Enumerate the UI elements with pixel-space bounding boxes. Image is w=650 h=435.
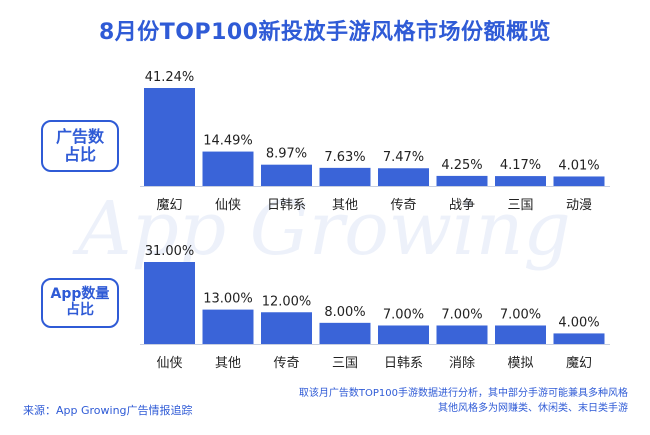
ads-value-label: 4.01% <box>558 158 599 173</box>
app-category-label: 日韩系 <box>384 356 423 371</box>
ads-category-label: 日韩系 <box>267 198 306 213</box>
app-category-label: 魔幻 <box>566 356 592 371</box>
ads-share-label-line-1: 广告数 <box>55 127 104 146</box>
app-value-label: 12.00% <box>262 294 312 309</box>
ads-share-label: 广告数 占比 <box>41 120 119 172</box>
ads-category-label: 三国 <box>507 198 533 213</box>
app-bar <box>319 322 371 344</box>
watermark-text: App Growing <box>78 186 571 272</box>
ads-bar <box>202 151 254 186</box>
app-bar <box>495 325 546 344</box>
app-share-label-line-2: 占比 <box>66 302 94 319</box>
ads-category-label: 仙侠 <box>215 198 241 213</box>
app-value-label: 7.00% <box>383 307 424 322</box>
ads-category-label: 战争 <box>449 198 475 213</box>
ads-share-label-line-2: 占比 <box>63 145 96 165</box>
ads-value-label: 8.97% <box>266 147 307 162</box>
ads-bar <box>261 164 312 186</box>
ads-value-label: 7.47% <box>383 150 424 165</box>
ads-bar <box>319 167 371 186</box>
analysis-note-line-2: 其他风格多为网赚类、休闲类、末日类手游 <box>438 402 628 414</box>
ads-bar <box>378 168 429 186</box>
app-bar <box>436 325 488 344</box>
app-value-label: 31.00% <box>145 244 195 259</box>
ads-value-label: 4.17% <box>500 158 541 173</box>
app-value-label: 8.00% <box>324 305 365 320</box>
ads-bar-chart: 41.24% 魔幻 14.49% 仙侠 8.97% 日韩系 7.63% 其他 7.47% 传奇 4.… <box>140 70 610 213</box>
app-bar <box>202 309 254 344</box>
app-category-label: 其他 <box>215 356 241 371</box>
ads-bar <box>495 176 546 186</box>
ads-value-label: 4.25% <box>441 158 482 173</box>
ads-bar <box>144 88 195 186</box>
ads-category-label: 魔幻 <box>156 198 182 213</box>
ads-bar <box>436 175 488 186</box>
app-category-label: 传奇 <box>273 355 299 371</box>
app-bar <box>553 333 605 344</box>
app-share-label-line-1: App数量 <box>50 286 110 302</box>
analysis-note: 取该月广告数TOP100手游数据进行分析，其中部分手游可能兼具多种风格 其他风格… <box>208 387 628 416</box>
app-value-label: 13.00% <box>203 292 253 307</box>
ads-bar <box>553 176 605 186</box>
app-share-label: App数量 占比 <box>41 278 119 328</box>
app-bar <box>378 325 429 344</box>
app-category-label: 模拟 <box>507 356 533 371</box>
chart-title: 8月份TOP100新投放手游风格市场份额概览 <box>98 20 552 45</box>
app-category-label: 三国 <box>332 356 358 371</box>
ads-value-label: 14.49% <box>203 134 253 149</box>
app-value-label: 4.00% <box>558 315 599 330</box>
app-bar-chart: 31.00% 仙侠 13.00% 其他 12.00% 传奇 8.00% 三国 7.00% 日韩系 7… <box>140 244 610 371</box>
source-note: 来源：App Growing广告情报追踪 <box>23 404 193 417</box>
analysis-note-line-1: 取该月广告数TOP100手游数据进行分析，其中部分手游可能兼具多种风格 <box>298 388 628 399</box>
ads-category-label: 动漫 <box>566 198 592 213</box>
app-category-label: 仙侠 <box>156 356 182 371</box>
app-category-label: 消除 <box>449 356 475 371</box>
ads-value-label: 41.24% <box>145 70 195 85</box>
ads-category-label: 传奇 <box>390 197 416 213</box>
app-bar <box>144 262 195 344</box>
app-bar <box>261 312 312 344</box>
app-value-label: 7.00% <box>441 307 482 322</box>
app-value-label: 7.00% <box>500 307 541 322</box>
ads-value-label: 7.63% <box>324 150 365 165</box>
ads-category-label: 其他 <box>332 198 358 213</box>
